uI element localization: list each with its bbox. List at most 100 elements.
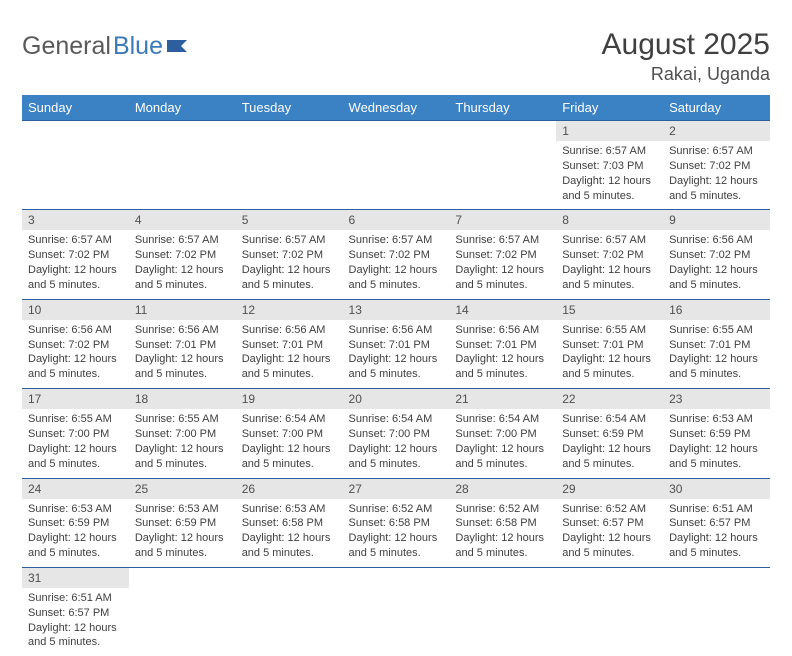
sunset-text: Sunset: 7:01 PM: [135, 338, 230, 353]
sunset-text: Sunset: 7:02 PM: [669, 159, 764, 174]
day-number-cell: 30: [663, 478, 770, 499]
sunrise-text: Sunrise: 6:56 AM: [242, 323, 337, 338]
day-number-cell: [449, 121, 556, 142]
day-content-cell: Sunrise: 6:52 AMSunset: 6:57 PMDaylight:…: [556, 499, 663, 568]
sunrise-text: Sunrise: 6:54 AM: [455, 412, 550, 427]
day-number-cell: 16: [663, 299, 770, 320]
weekday-header: Wednesday: [343, 95, 450, 121]
daylight-text: Daylight: 12 hours and 5 minutes.: [455, 442, 550, 472]
day-number-cell: [343, 567, 450, 588]
day-content-cell: [129, 141, 236, 210]
header: General Blue August 2025 Rakai, Uganda: [22, 28, 770, 85]
daylight-text: Daylight: 12 hours and 5 minutes.: [135, 263, 230, 293]
sunrise-text: Sunrise: 6:53 AM: [135, 502, 230, 517]
sunrise-text: Sunrise: 6:55 AM: [669, 323, 764, 338]
logo: General Blue: [22, 28, 189, 61]
sunset-text: Sunset: 7:00 PM: [28, 427, 123, 442]
daynum-row: 17181920212223: [22, 389, 770, 410]
sunrise-text: Sunrise: 6:55 AM: [562, 323, 657, 338]
day-content-cell: Sunrise: 6:53 AMSunset: 6:59 PMDaylight:…: [22, 499, 129, 568]
sunrise-text: Sunrise: 6:51 AM: [669, 502, 764, 517]
day-content-cell: Sunrise: 6:52 AMSunset: 6:58 PMDaylight:…: [343, 499, 450, 568]
sunrise-text: Sunrise: 6:57 AM: [349, 233, 444, 248]
day-number-cell: 19: [236, 389, 343, 410]
day-number-cell: 7: [449, 210, 556, 231]
day-number-cell: 15: [556, 299, 663, 320]
sunrise-text: Sunrise: 6:54 AM: [349, 412, 444, 427]
content-row: Sunrise: 6:51 AMSunset: 6:57 PMDaylight:…: [22, 588, 770, 656]
day-number-cell: 26: [236, 478, 343, 499]
sunset-text: Sunset: 7:02 PM: [135, 248, 230, 263]
daylight-text: Daylight: 12 hours and 5 minutes.: [242, 531, 337, 561]
sunset-text: Sunset: 7:02 PM: [28, 338, 123, 353]
daylight-text: Daylight: 12 hours and 5 minutes.: [135, 352, 230, 382]
daylight-text: Daylight: 12 hours and 5 minutes.: [135, 531, 230, 561]
weekday-header: Friday: [556, 95, 663, 121]
day-content-cell: Sunrise: 6:56 AMSunset: 7:02 PMDaylight:…: [663, 230, 770, 299]
calendar-table: SundayMondayTuesdayWednesdayThursdayFrid…: [22, 95, 770, 656]
weekday-header: Saturday: [663, 95, 770, 121]
daylight-text: Daylight: 12 hours and 5 minutes.: [669, 531, 764, 561]
day-content-cell: Sunrise: 6:53 AMSunset: 6:58 PMDaylight:…: [236, 499, 343, 568]
sunrise-text: Sunrise: 6:53 AM: [242, 502, 337, 517]
day-number-cell: 10: [22, 299, 129, 320]
day-number-cell: 2: [663, 121, 770, 142]
day-number-cell: 17: [22, 389, 129, 410]
location: Rakai, Uganda: [602, 64, 770, 85]
sunrise-text: Sunrise: 6:53 AM: [669, 412, 764, 427]
sunset-text: Sunset: 6:58 PM: [242, 516, 337, 531]
weekday-header-row: SundayMondayTuesdayWednesdayThursdayFrid…: [22, 95, 770, 121]
day-content-cell: Sunrise: 6:54 AMSunset: 7:00 PMDaylight:…: [343, 409, 450, 478]
sunrise-text: Sunrise: 6:57 AM: [242, 233, 337, 248]
day-content-cell: Sunrise: 6:55 AMSunset: 7:01 PMDaylight:…: [556, 320, 663, 389]
day-content-cell: Sunrise: 6:57 AMSunset: 7:02 PMDaylight:…: [343, 230, 450, 299]
sunset-text: Sunset: 6:57 PM: [28, 606, 123, 621]
daynum-row: 12: [22, 121, 770, 142]
day-number-cell: 9: [663, 210, 770, 231]
day-number-cell: 31: [22, 567, 129, 588]
sunset-text: Sunset: 7:00 PM: [135, 427, 230, 442]
day-content-cell: Sunrise: 6:51 AMSunset: 6:57 PMDaylight:…: [22, 588, 129, 656]
day-number-cell: [129, 121, 236, 142]
sunrise-text: Sunrise: 6:55 AM: [135, 412, 230, 427]
sunset-text: Sunset: 7:00 PM: [242, 427, 337, 442]
sunset-text: Sunset: 6:59 PM: [562, 427, 657, 442]
sunrise-text: Sunrise: 6:57 AM: [28, 233, 123, 248]
day-number-cell: [22, 121, 129, 142]
sunset-text: Sunset: 7:01 PM: [562, 338, 657, 353]
sunset-text: Sunset: 6:58 PM: [455, 516, 550, 531]
daylight-text: Daylight: 12 hours and 5 minutes.: [135, 442, 230, 472]
day-number-cell: 5: [236, 210, 343, 231]
daylight-text: Daylight: 12 hours and 5 minutes.: [669, 263, 764, 293]
sunrise-text: Sunrise: 6:55 AM: [28, 412, 123, 427]
day-content-cell: Sunrise: 6:56 AMSunset: 7:01 PMDaylight:…: [129, 320, 236, 389]
day-content-cell: Sunrise: 6:55 AMSunset: 7:00 PMDaylight:…: [22, 409, 129, 478]
day-content-cell: Sunrise: 6:57 AMSunset: 7:02 PMDaylight:…: [556, 230, 663, 299]
day-number-cell: 27: [343, 478, 450, 499]
day-content-cell: [449, 141, 556, 210]
content-row: Sunrise: 6:55 AMSunset: 7:00 PMDaylight:…: [22, 409, 770, 478]
day-number-cell: 8: [556, 210, 663, 231]
sunrise-text: Sunrise: 6:52 AM: [455, 502, 550, 517]
day-number-cell: [236, 121, 343, 142]
day-content-cell: Sunrise: 6:56 AMSunset: 7:02 PMDaylight:…: [22, 320, 129, 389]
sunrise-text: Sunrise: 6:56 AM: [28, 323, 123, 338]
daylight-text: Daylight: 12 hours and 5 minutes.: [455, 531, 550, 561]
daylight-text: Daylight: 12 hours and 5 minutes.: [669, 352, 764, 382]
day-content-cell: Sunrise: 6:57 AMSunset: 7:02 PMDaylight:…: [129, 230, 236, 299]
daylight-text: Daylight: 12 hours and 5 minutes.: [455, 352, 550, 382]
daylight-text: Daylight: 12 hours and 5 minutes.: [669, 174, 764, 204]
day-number-cell: 4: [129, 210, 236, 231]
day-content-cell: Sunrise: 6:55 AMSunset: 7:01 PMDaylight:…: [663, 320, 770, 389]
daynum-row: 31: [22, 567, 770, 588]
sunset-text: Sunset: 7:02 PM: [455, 248, 550, 263]
day-content-cell: [236, 141, 343, 210]
sunset-text: Sunset: 7:01 PM: [242, 338, 337, 353]
day-content-cell: Sunrise: 6:53 AMSunset: 6:59 PMDaylight:…: [129, 499, 236, 568]
day-number-cell: 12: [236, 299, 343, 320]
logo-text-general: General: [22, 32, 111, 61]
daylight-text: Daylight: 12 hours and 5 minutes.: [562, 263, 657, 293]
sunset-text: Sunset: 7:02 PM: [349, 248, 444, 263]
sunrise-text: Sunrise: 6:52 AM: [562, 502, 657, 517]
sunrise-text: Sunrise: 6:52 AM: [349, 502, 444, 517]
